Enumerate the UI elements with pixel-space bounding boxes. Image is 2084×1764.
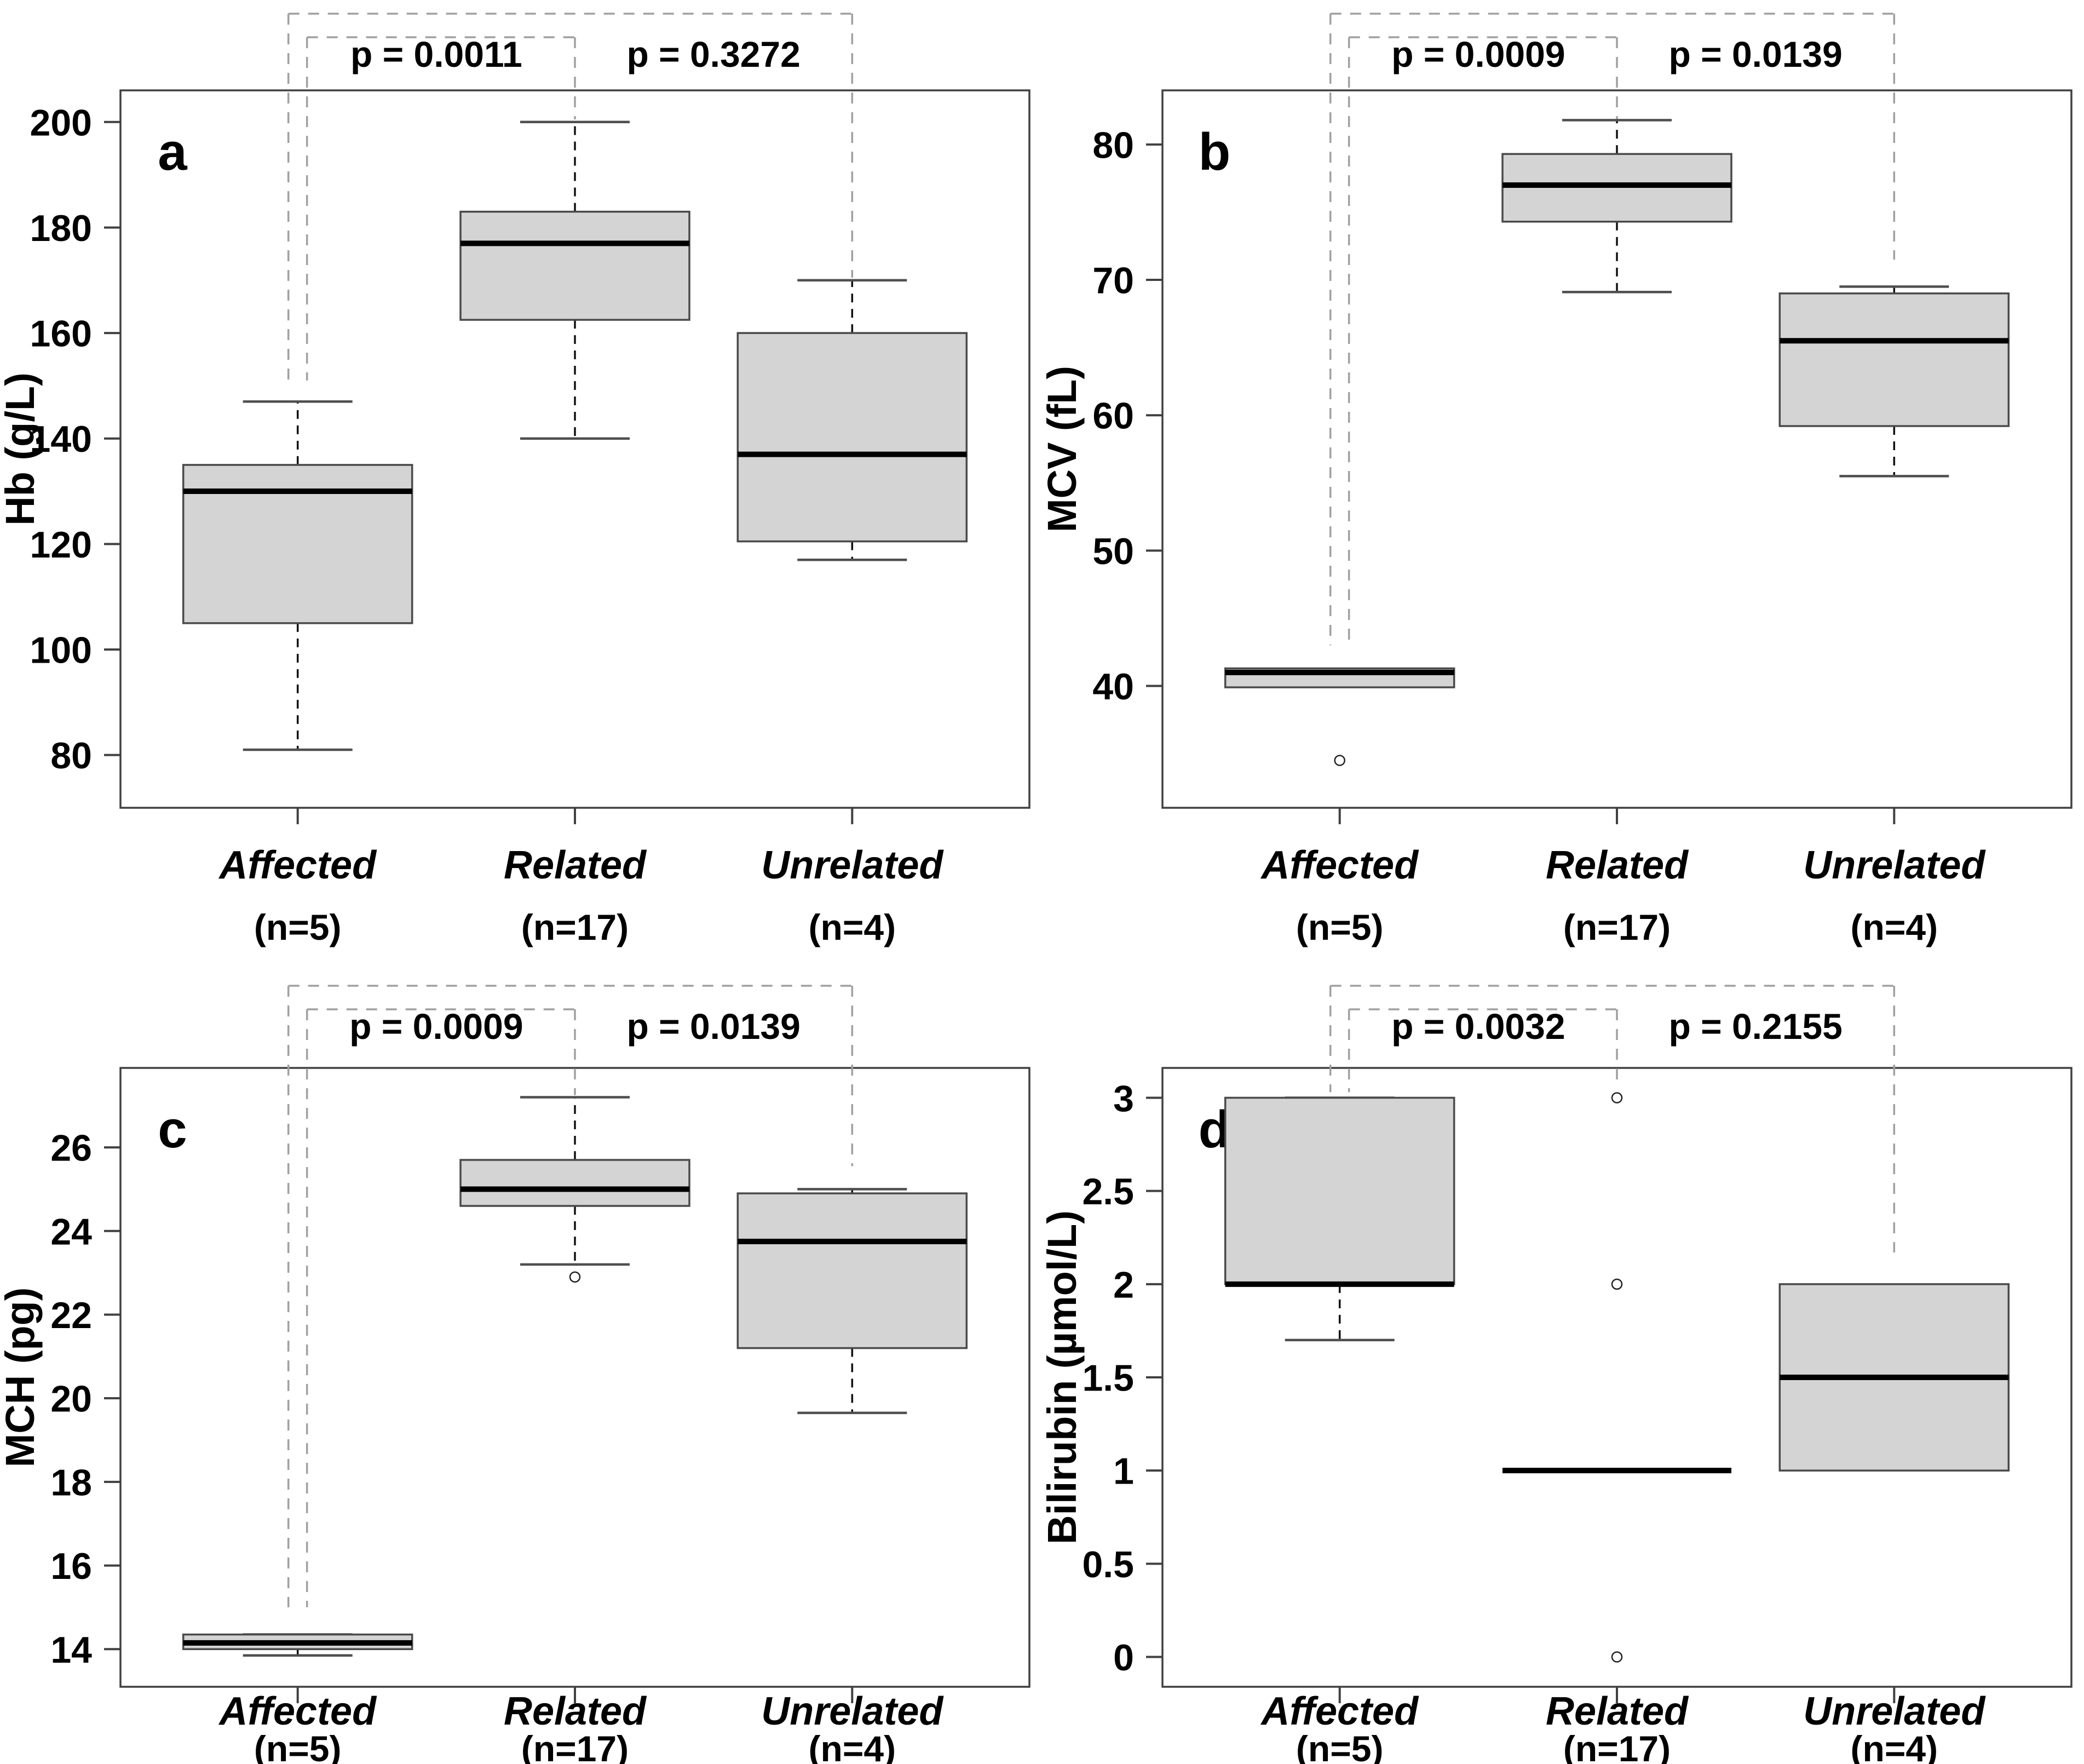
b-y-tick-label: 60 <box>1092 395 1134 437</box>
d-x-label-related: Related <box>1546 1690 1689 1733</box>
d-y-tick-label: 2 <box>1113 1264 1134 1306</box>
c-x-nlabel-related: (n=17) <box>521 1728 629 1764</box>
b-x-nlabel-unrelated: (n=4) <box>1851 907 1938 947</box>
b-x-nlabel-affected: (n=5) <box>1296 907 1384 947</box>
c-related-outlier <box>569 1271 581 1283</box>
a-y-tick-label: 180 <box>30 208 92 249</box>
b-affected-outlier <box>1334 755 1345 766</box>
b-p-value-label: p = 0.0139 <box>1668 34 1842 74</box>
c-y-tick-label: 16 <box>50 1545 92 1587</box>
b-y-tick-label: 80 <box>1092 124 1134 166</box>
d-x-nlabel-unrelated: (n=4) <box>1851 1728 1938 1764</box>
c-unrelated-box <box>736 1192 968 1349</box>
a-x-nlabel-related: (n=17) <box>521 907 629 947</box>
a-y-tick-label: 120 <box>30 524 92 566</box>
d-y-axis-label: Bilirubin (µmol/L) <box>1042 1210 1085 1544</box>
c-x-label-affected: Affected <box>218 1690 377 1733</box>
a-x-label-related: Related <box>504 843 647 887</box>
c-y-tick-label: 24 <box>50 1211 92 1252</box>
a-panel-letter: a <box>158 123 187 181</box>
c-x-nlabel-affected: (n=5) <box>254 1728 342 1764</box>
panel-a-plot: 80 100 120 140 160 180 200 Hb (g/L) a Affected (n=… <box>0 13 1031 947</box>
c-y-tick-label: 22 <box>50 1295 92 1336</box>
c-y-axis-label: MCH (pg) <box>0 1288 43 1468</box>
b-x-label-related: Related <box>1546 843 1689 887</box>
d-y-tick-label: 3 <box>1113 1078 1134 1119</box>
d-related-outlier <box>1611 1278 1623 1290</box>
d-x-nlabel-affected: (n=5) <box>1296 1728 1384 1764</box>
a-y-axis-label: Hb (g/L) <box>0 372 43 525</box>
a-x-nlabel-unrelated: (n=4) <box>809 907 896 947</box>
b-y-tick-label: 50 <box>1092 531 1134 572</box>
d-p-value-label: p = 0.2155 <box>1668 1006 1842 1047</box>
d-related-outlier <box>1611 1651 1623 1663</box>
a-p-value-label: p = 0.0011 <box>350 34 522 74</box>
a-y-tick-label: 100 <box>30 630 92 671</box>
c-related-box <box>459 1159 690 1207</box>
c-y-tick-label: 14 <box>50 1629 92 1671</box>
b-y-tick-label: 40 <box>1092 666 1134 708</box>
c-panel-letter: c <box>158 1100 187 1159</box>
d-y-tick-label: 0.5 <box>1082 1544 1134 1585</box>
c-p-value-label: p = 0.0139 <box>626 1006 800 1047</box>
d-p-value-label: p = 0.0032 <box>1391 1006 1565 1047</box>
panel-b-plot: 40 50 60 70 80 MCV (fL) b Affected (n=5) Related (… <box>1042 13 2073 947</box>
c-x-label-related: Related <box>504 1690 647 1733</box>
a-unrelated-box <box>736 332 968 543</box>
b-x-label-affected: Affected <box>1260 843 1419 887</box>
panel-c-plot: 14 16 18 20 22 24 26 MCH (pg) c Affected(n=5) Rela… <box>0 985 1031 1764</box>
d-y-tick-label: 2.5 <box>1082 1171 1134 1213</box>
b-y-tick-label: 70 <box>1092 260 1134 302</box>
a-x-label-affected: Affected <box>218 843 377 887</box>
b-x-nlabel-related: (n=17) <box>1563 907 1671 947</box>
c-y-tick-label: 18 <box>50 1462 92 1503</box>
b-p-value-label: p = 0.0009 <box>1391 34 1565 74</box>
d-x-label-unrelated: Unrelated <box>1803 1690 1986 1733</box>
a-y-tick-label: 160 <box>30 313 92 355</box>
c-x-nlabel-unrelated: (n=4) <box>809 1728 896 1764</box>
b-x-label-unrelated: Unrelated <box>1803 843 1986 887</box>
a-x-label-unrelated: Unrelated <box>761 843 944 887</box>
a-related-box <box>459 210 690 321</box>
d-y-tick-label: 1 <box>1113 1451 1134 1492</box>
b-y-axis-label: MCV (fL) <box>1042 366 1085 532</box>
a-x-nlabel-affected: (n=5) <box>254 907 342 947</box>
c-y-tick-label: 20 <box>50 1378 92 1420</box>
b-unrelated-box <box>1778 292 2010 427</box>
d-y-tick-label: 0 <box>1113 1637 1134 1679</box>
a-p-value-label: p = 0.3272 <box>626 34 800 74</box>
d-y-tick-label: 1.5 <box>1082 1357 1134 1399</box>
a-y-tick-label: 80 <box>50 735 92 777</box>
a-y-tick-label: 140 <box>30 418 92 460</box>
d-affected-box <box>1224 1096 1455 1285</box>
d-related-outlier <box>1611 1092 1623 1104</box>
d-x-label-affected: Affected <box>1260 1690 1419 1733</box>
a-y-tick-label: 200 <box>30 102 92 143</box>
c-p-value-label: p = 0.0009 <box>349 1006 523 1047</box>
c-y-tick-label: 26 <box>50 1128 92 1169</box>
b-panel-letter: b <box>1199 123 1231 181</box>
c-x-label-unrelated: Unrelated <box>761 1690 944 1733</box>
d-x-nlabel-related: (n=17) <box>1563 1728 1671 1764</box>
